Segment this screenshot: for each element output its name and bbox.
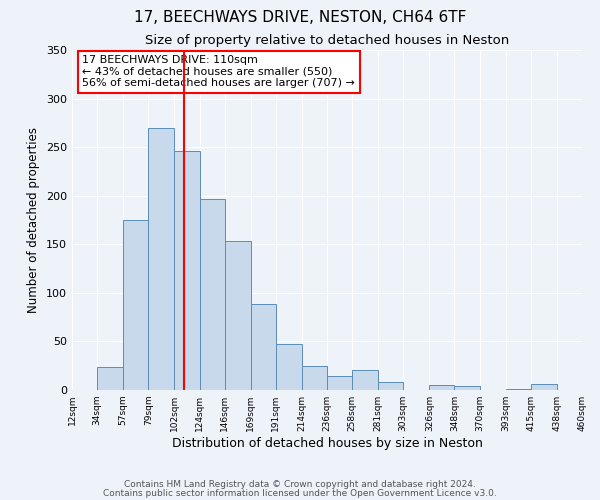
Bar	[276, 344, 302, 390]
Bar	[224, 242, 251, 390]
Bar	[352, 370, 378, 390]
Bar	[123, 220, 148, 390]
Bar	[148, 128, 175, 390]
Y-axis label: Number of detached properties: Number of detached properties	[28, 127, 40, 313]
Text: Contains public sector information licensed under the Open Government Licence v3: Contains public sector information licen…	[103, 488, 497, 498]
Bar	[378, 382, 403, 390]
X-axis label: Distribution of detached houses by size in Neston: Distribution of detached houses by size …	[172, 437, 482, 450]
Bar	[327, 376, 352, 390]
Bar	[251, 304, 276, 390]
Bar	[531, 384, 557, 390]
Bar	[175, 151, 199, 390]
Text: 17, BEECHWAYS DRIVE, NESTON, CH64 6TF: 17, BEECHWAYS DRIVE, NESTON, CH64 6TF	[134, 10, 466, 25]
Bar	[455, 386, 479, 390]
Text: Contains HM Land Registry data © Crown copyright and database right 2024.: Contains HM Land Registry data © Crown c…	[124, 480, 476, 489]
Bar	[302, 366, 327, 390]
Bar	[430, 385, 455, 390]
Title: Size of property relative to detached houses in Neston: Size of property relative to detached ho…	[145, 34, 509, 48]
Bar	[97, 366, 123, 390]
Bar	[199, 198, 224, 390]
Bar	[506, 389, 531, 390]
Text: 17 BEECHWAYS DRIVE: 110sqm
← 43% of detached houses are smaller (550)
56% of sem: 17 BEECHWAYS DRIVE: 110sqm ← 43% of deta…	[82, 55, 355, 88]
